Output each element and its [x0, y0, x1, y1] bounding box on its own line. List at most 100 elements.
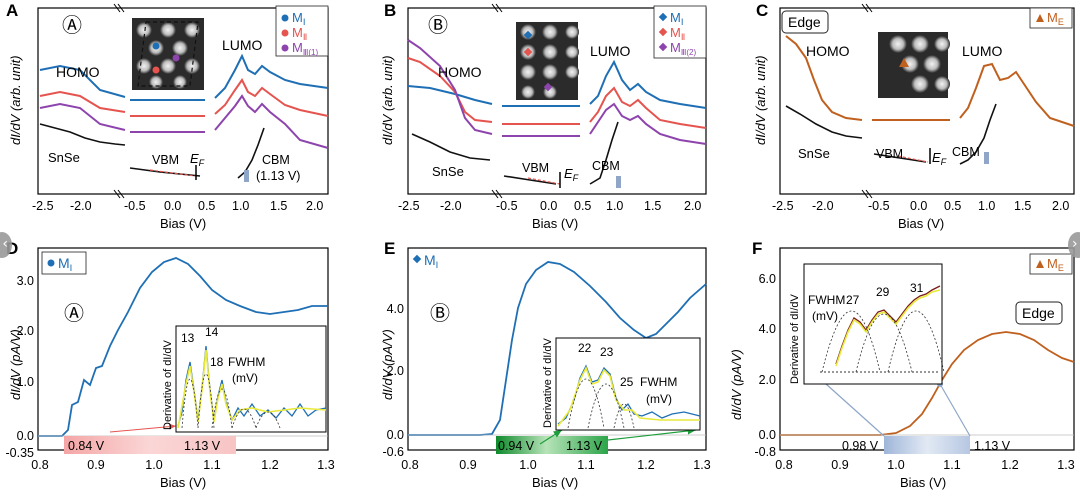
x-tick-label: 0.8 — [775, 458, 792, 472]
inset-y-label: Derivative of dI/dV — [542, 337, 554, 428]
range-arrow — [607, 427, 697, 441]
series-line-m2 — [39, 78, 329, 117]
x-tick-label: 1.1 — [577, 458, 594, 472]
legend-entry: MⅡ — [670, 25, 685, 42]
y-axis-label: dI/dV (arb. unit) — [380, 55, 395, 145]
legend-entry: MⅠ — [292, 10, 306, 27]
range-arrow — [539, 429, 563, 445]
edge-label: Edge — [788, 14, 821, 30]
lumo-label: LUMO — [222, 37, 263, 53]
series-line-m1 — [408, 261, 707, 436]
fwhm-unit: (mV) — [812, 309, 838, 323]
y-tick-labels: 6.0 4.0 2.0 0.0 -0.8 — [754, 272, 776, 459]
inset-gaussians — [181, 373, 281, 429]
fermi-label: EF — [564, 166, 579, 183]
y-axis-label: dI/dV (arb. unit) — [8, 55, 23, 145]
cbm-label: 1.13 V — [566, 439, 603, 453]
panel-f: F dI/dV (pA/V) 6.0 4.0 2.0 0.0 -0.8 0.8 … — [729, 239, 1075, 490]
x-tick-label: 1.0 — [887, 458, 904, 472]
y-tick-label: 2.0 — [759, 373, 776, 387]
x-tick-label: 1.1 — [203, 458, 220, 472]
x-tick-labels: 0.8 0.9 1.0 1.1 1.2 1.3 — [31, 458, 334, 472]
edge-label: Edge — [1022, 305, 1055, 321]
stm-image-inset — [878, 32, 950, 98]
cbm-label: CBM — [592, 159, 620, 173]
y-axis-label: dI/dV (pA/V) — [729, 349, 744, 420]
lumo-label: LUMO — [590, 43, 631, 59]
inset-fwhm-plot: Derivative of dI/dV 13 14 18 FWHM (mV) — [162, 325, 327, 433]
fwhm-value: 25 — [620, 375, 634, 389]
panel-a: A dI/dV (arb. unit) -2.5 -2.0 -0.5 0.0 0… — [6, 1, 329, 231]
x-tick-label: -0.5 — [124, 199, 146, 213]
axis-break — [491, 3, 503, 199]
x-tick-label: 1.5 — [270, 199, 287, 213]
series-line-m1 — [39, 53, 329, 101]
x-tick-label: 0.5 — [574, 199, 591, 213]
y-tick-label: 3.0 — [17, 274, 34, 288]
inset-fwhm-plot: Derivative of dI/dV FWHM (mV) 27 29 31 — [789, 263, 945, 385]
edge-tag: Edge — [1015, 301, 1063, 325]
y-tick-label: 0.0 — [387, 428, 404, 442]
legend-entry: MⅢ(1) — [292, 40, 318, 57]
y-tick-labels: 4.0 2.0 0.0 -0.6 — [382, 302, 404, 459]
legend: ME — [1029, 7, 1073, 29]
x-axis-label: Bias (V) — [160, 216, 206, 231]
vbm-label: VBM — [876, 147, 903, 161]
previous-image-button[interactable]: ‹ — [0, 232, 12, 258]
legend: MⅠ MⅡ MⅢ(1) — [275, 5, 329, 57]
axis-break — [113, 3, 125, 199]
legend-entry: MⅠ — [58, 255, 72, 273]
panel-letter: F — [752, 239, 762, 258]
spectra-lines — [39, 53, 329, 179]
onset-range-bar — [884, 436, 970, 454]
site-marker-m1 — [152, 42, 160, 50]
y-axis-label: dI/dV (pA/V) — [380, 329, 395, 400]
legend-entry: MⅠ — [670, 10, 684, 27]
legend-marker — [412, 254, 422, 264]
y-tick-label: -0.6 — [382, 445, 404, 459]
x-tick-label: 1.2 — [637, 458, 654, 472]
x-axis-label: Bias (V) — [532, 475, 578, 490]
legend-entry: ME — [1047, 256, 1064, 273]
x-tick-label: 1.2 — [1001, 458, 1018, 472]
legend: MⅠ — [412, 252, 438, 270]
panel-letter: C — [756, 1, 768, 20]
series-line-me — [780, 331, 1075, 436]
spectra-lines — [785, 35, 1075, 165]
x-tick-label: -2.0 — [440, 199, 462, 213]
x-tick-label: 0.9 — [459, 458, 476, 472]
cbm-marker — [244, 170, 249, 182]
x-tick-labels: -2.5 -2.0 -0.5 0.0 0.5 1.0 1.5 2.0 — [772, 199, 1069, 213]
y-tick-label: 4.0 — [387, 302, 404, 316]
next-image-button[interactable]: › — [1068, 232, 1080, 258]
plot-frame — [407, 7, 707, 195]
cbm-label: CBM — [952, 145, 980, 159]
inset-fit-line — [835, 289, 941, 367]
panel-d: D dI/dV (pA/V) 3.0 2.0 1.0 0.0 -0.35 0.8… — [6, 239, 335, 490]
y-tick-labels: 3.0 2.0 1.0 0.0 -0.35 — [6, 274, 35, 460]
series-line-snse — [785, 103, 997, 165]
fwhm-value: 13 — [181, 331, 195, 345]
panel-letter: E — [384, 239, 395, 258]
x-tick-label: 1.5 — [644, 199, 661, 213]
onset-range-bar — [64, 436, 236, 454]
homo-label: HOMO — [438, 64, 482, 80]
fwhm-label: FWHM — [640, 375, 677, 389]
site-marker-me — [899, 58, 909, 67]
vbm-fit — [527, 177, 561, 185]
edge-tag: Edge — [781, 10, 829, 34]
panel-letter: B — [384, 1, 396, 20]
y-tick-label: 0.0 — [759, 428, 776, 442]
y-tick-label: 0.0 — [17, 429, 34, 443]
vbm-fit — [149, 169, 196, 177]
panel-e: E dI/dV (pA/V) 4.0 2.0 0.0 -0.6 0.8 0.9 … — [380, 239, 711, 490]
x-tick-label: 2.0 — [1052, 199, 1069, 213]
x-tick-label: 0.0 — [164, 199, 181, 213]
snse-label: SnSe — [798, 146, 830, 161]
fwhm-value: 18 — [210, 355, 224, 369]
stm-image-inset — [132, 18, 204, 90]
x-tick-label: -2.5 — [772, 199, 794, 213]
inset-data-line — [835, 285, 941, 365]
x-axis-label: Bias (V) — [160, 475, 206, 490]
snse-label: SnSe — [432, 164, 464, 179]
